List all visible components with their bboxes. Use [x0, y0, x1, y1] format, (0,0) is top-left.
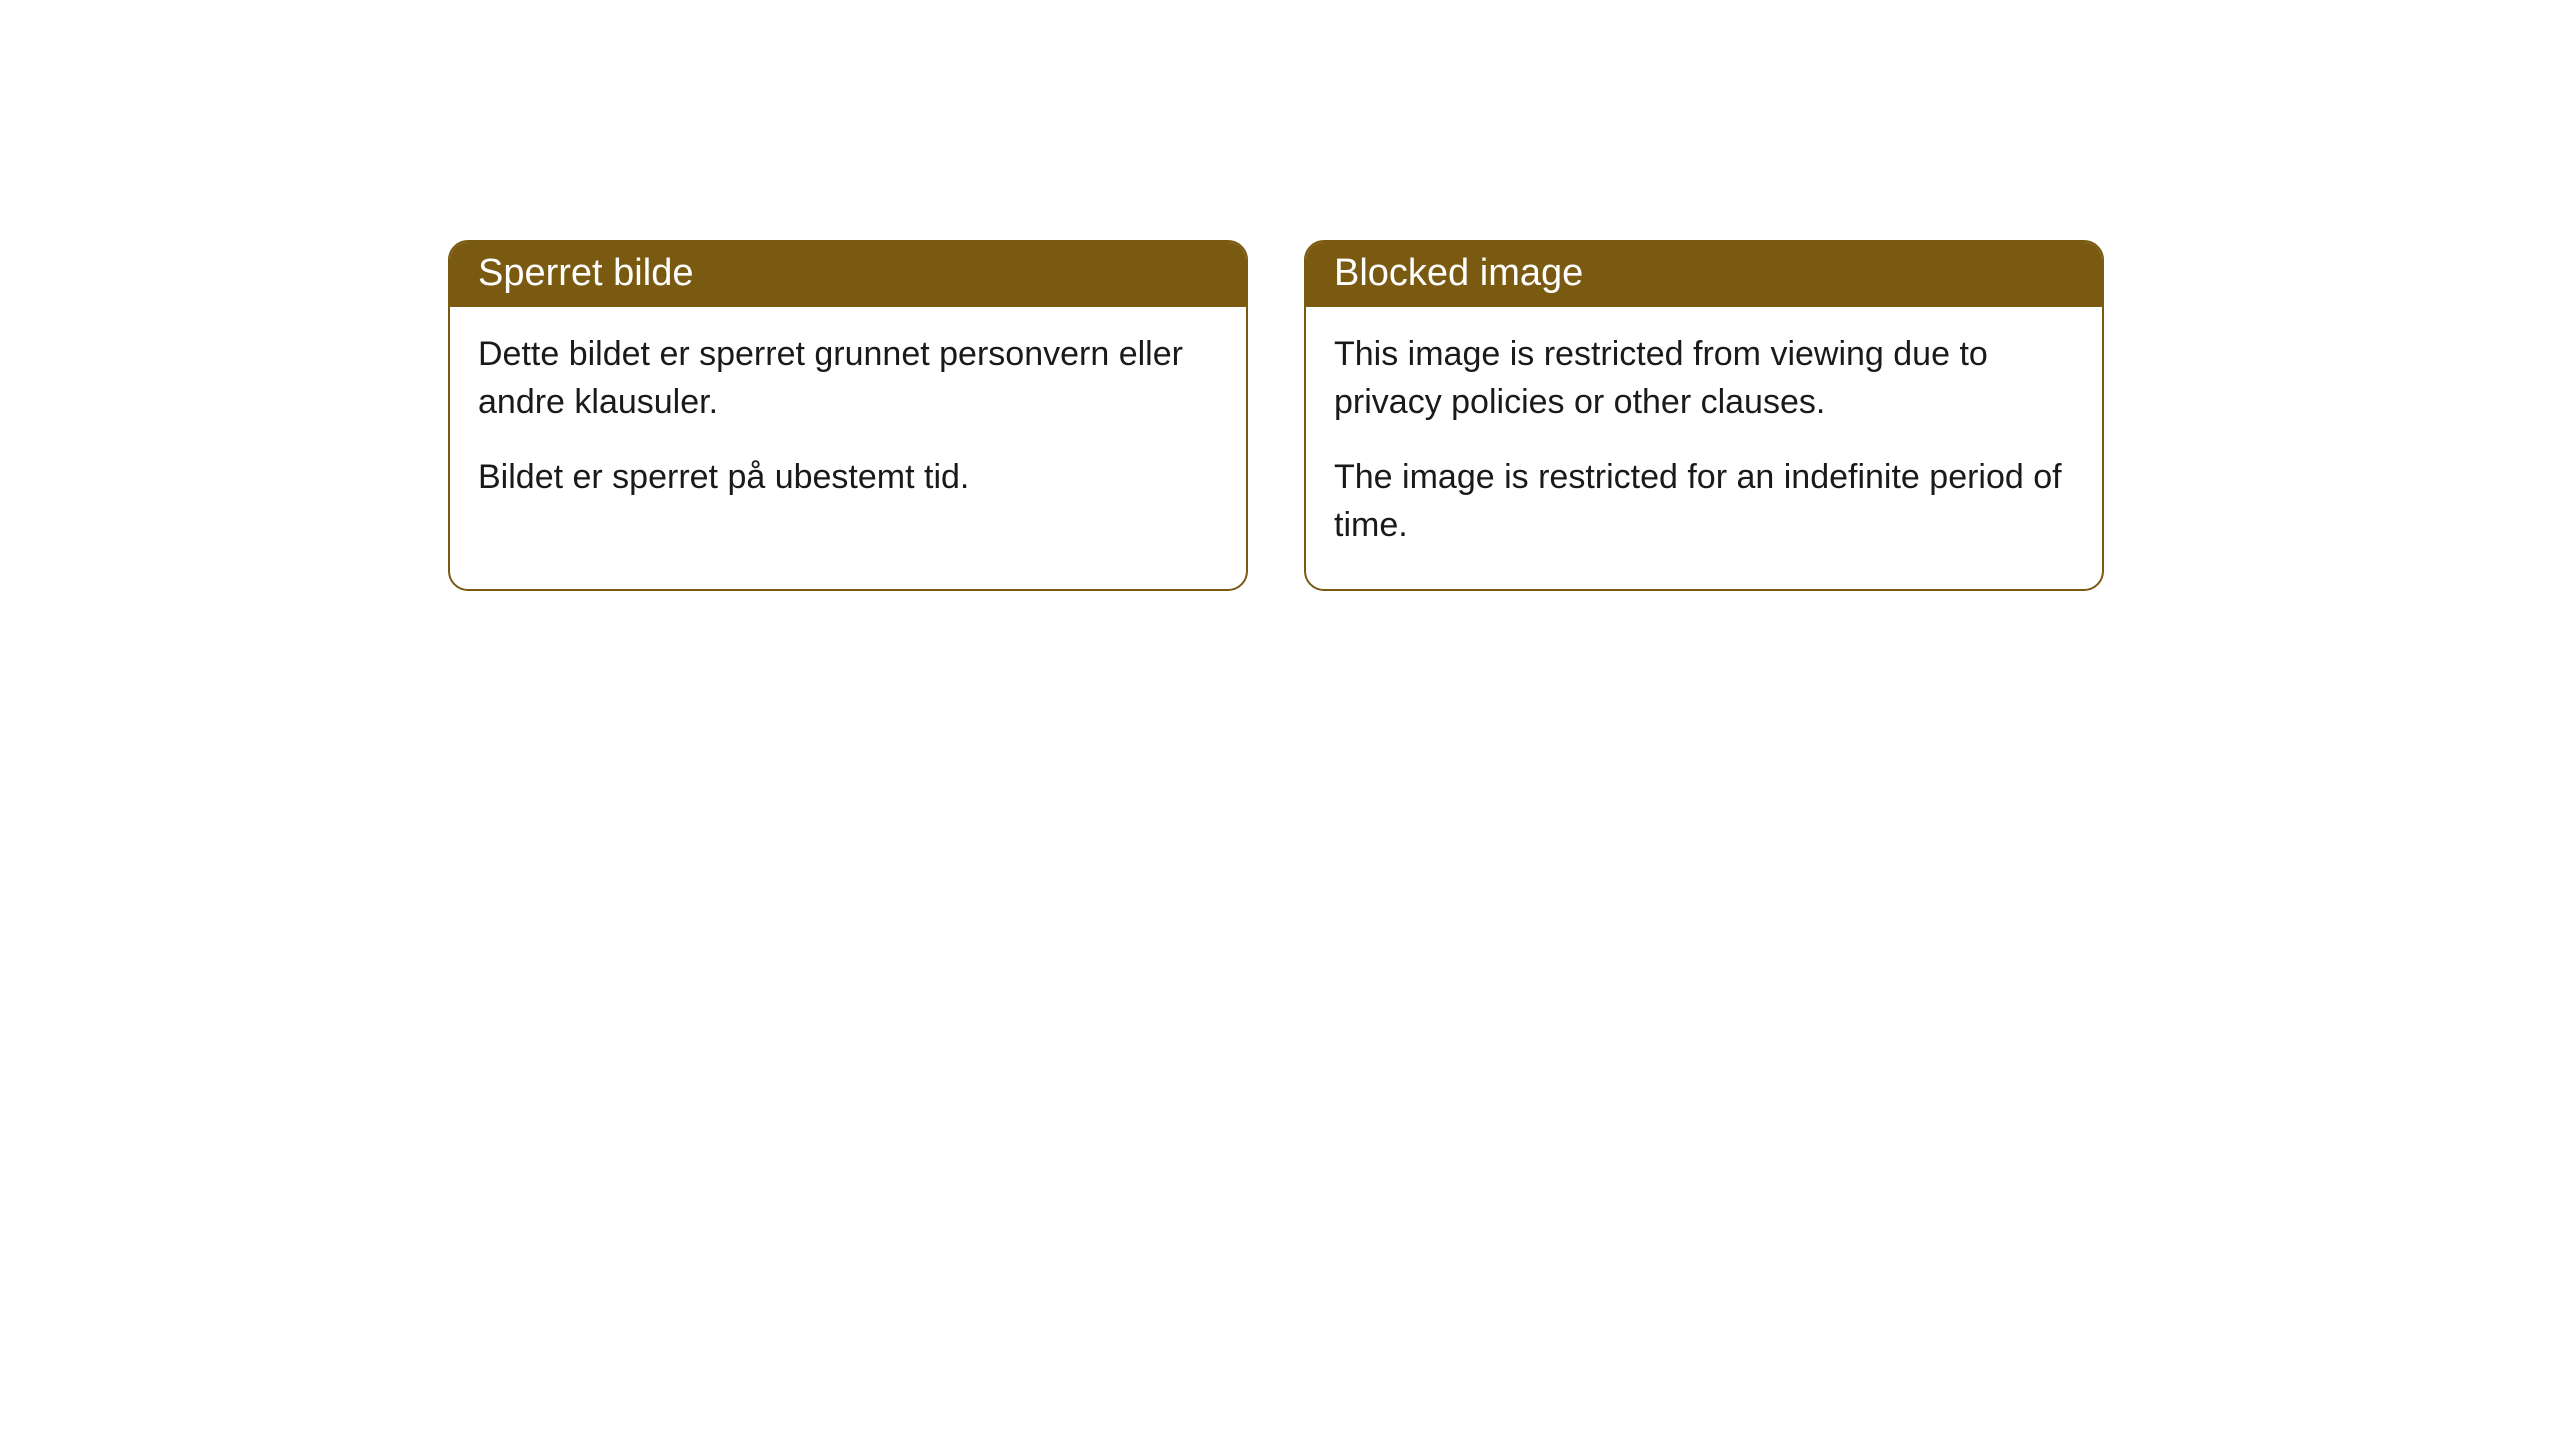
card-paragraph: Dette bildet er sperret grunnet personve…: [478, 331, 1218, 426]
card-paragraph: The image is restricted for an indefinit…: [1334, 454, 2074, 549]
card-body-english: This image is restricted from viewing du…: [1306, 307, 2102, 589]
card-paragraph: This image is restricted from viewing du…: [1334, 331, 2074, 426]
card-header-norwegian: Sperret bilde: [450, 242, 1246, 307]
cards-container: Sperret bilde Dette bildet er sperret gr…: [448, 240, 2104, 591]
card-norwegian: Sperret bilde Dette bildet er sperret gr…: [448, 240, 1248, 591]
card-english: Blocked image This image is restricted f…: [1304, 240, 2104, 591]
card-body-norwegian: Dette bildet er sperret grunnet personve…: [450, 307, 1246, 542]
card-header-english: Blocked image: [1306, 242, 2102, 307]
card-paragraph: Bildet er sperret på ubestemt tid.: [478, 454, 1218, 502]
